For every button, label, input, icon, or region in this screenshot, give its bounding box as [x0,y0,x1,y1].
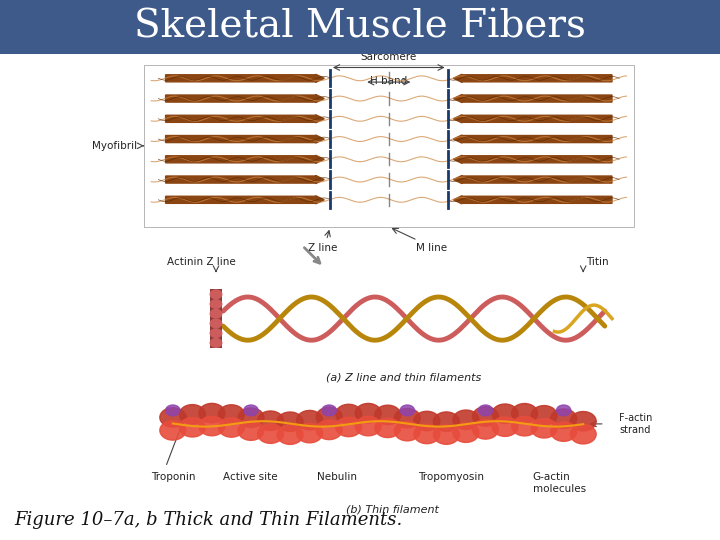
Circle shape [238,408,264,427]
Circle shape [297,423,323,443]
Circle shape [210,319,222,328]
Circle shape [258,424,284,443]
Circle shape [414,411,440,431]
Circle shape [244,405,258,416]
FancyArrow shape [454,156,612,163]
Circle shape [179,417,205,437]
Circle shape [336,417,361,437]
Circle shape [557,405,571,416]
Bar [210,289,222,348]
Circle shape [160,421,186,440]
Circle shape [375,405,401,424]
FancyArrow shape [454,75,612,82]
Circle shape [531,418,557,438]
Circle shape [277,425,303,444]
Circle shape [166,405,180,416]
Circle shape [238,421,264,440]
Circle shape [551,422,577,441]
Text: Titin: Titin [586,257,609,267]
Circle shape [512,403,538,423]
FancyArrow shape [166,195,324,204]
Text: Nebulin: Nebulin [317,472,357,483]
Text: Skeletal Muscle Fibers: Skeletal Muscle Fibers [134,9,586,45]
Text: Tropomyosin: Tropomyosin [418,472,484,483]
FancyBboxPatch shape [0,0,720,54]
Text: (a) Z line and thin filaments: (a) Z line and thin filaments [325,373,481,383]
Circle shape [355,403,381,423]
FancyArrow shape [166,176,324,184]
Circle shape [316,420,342,440]
Text: H band: H band [370,76,408,86]
FancyArrow shape [166,115,324,123]
Circle shape [531,406,557,425]
FancyArrow shape [454,135,612,143]
Text: Figure 10–7a, b Thick and Thin Filaments.: Figure 10–7a, b Thick and Thin Filaments… [14,511,402,529]
Circle shape [395,408,420,428]
Text: Actinin Z line: Actinin Z line [167,257,236,267]
Circle shape [297,410,323,430]
Circle shape [316,407,342,427]
Circle shape [199,403,225,423]
Circle shape [218,418,244,437]
FancyArrow shape [166,135,324,143]
Text: G-actin
molecules: G-actin molecules [533,472,586,494]
Circle shape [160,408,186,427]
Circle shape [355,416,381,436]
FancyArrow shape [166,156,324,163]
FancyArrow shape [166,75,324,82]
FancyArrow shape [166,94,324,103]
Text: Myofibril: Myofibril [91,141,137,151]
Circle shape [277,412,303,431]
Circle shape [453,410,479,429]
Circle shape [395,421,420,441]
Circle shape [210,329,222,338]
FancyArrow shape [454,115,612,123]
Text: F-actin
strand: F-actin strand [619,413,652,435]
Text: Active site: Active site [223,472,278,483]
Circle shape [492,417,518,436]
Circle shape [453,423,479,442]
Circle shape [258,411,284,430]
Text: Sarcomere: Sarcomere [361,52,417,62]
Circle shape [336,404,361,424]
Circle shape [512,416,538,436]
Circle shape [414,424,440,444]
Bar [144,65,634,227]
FancyArrow shape [454,94,612,103]
Circle shape [210,339,222,347]
Text: Z line: Z line [308,243,338,253]
Circle shape [492,404,518,423]
Circle shape [179,404,205,424]
Circle shape [570,411,596,431]
Circle shape [433,425,459,444]
Text: M line: M line [416,243,448,253]
Circle shape [472,407,498,426]
Circle shape [199,416,225,436]
FancyArrow shape [454,195,612,204]
Circle shape [551,409,577,428]
Circle shape [472,420,498,439]
Text: (b) Thin filament: (b) Thin filament [346,505,438,515]
Circle shape [478,405,492,416]
Circle shape [375,418,401,437]
Circle shape [570,424,596,444]
Circle shape [433,412,459,431]
FancyArrow shape [454,176,612,184]
Circle shape [218,405,244,424]
Circle shape [210,290,222,299]
Circle shape [322,405,336,416]
Circle shape [210,309,222,318]
Circle shape [210,300,222,308]
Text: Troponin: Troponin [151,472,196,483]
Circle shape [400,405,415,416]
